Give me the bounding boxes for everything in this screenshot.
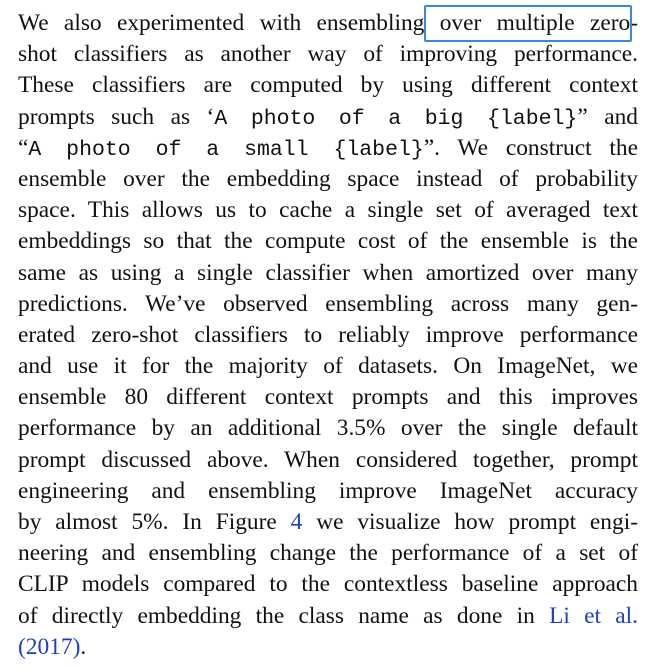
highlighted-text: over multiple zero- [439,10,638,36]
text-segment: We also experimented with ensembling [18,10,440,36]
text-line: engineering and ensembling improve Image… [18,476,638,507]
text-segment: predictions. We’ve observed ensembling a… [18,290,638,317]
text-segment: space. This allows us to cache a single … [18,197,638,224]
text-line: “A photo of a small {label}”. We constru… [18,133,638,164]
text-line: These classifiers are computed by using … [18,70,638,101]
text-line: space. This allows us to cache a single … [18,195,638,226]
text-segment: prompts such as ‘ [18,103,215,130]
text-segment: “ [18,134,29,161]
text-segment: embeddings so that the compute cost of t… [18,228,638,255]
text-line: We also experimented with ensembling ove… [18,8,638,39]
text-segment: erated zero-shot classifiers to reliably… [18,321,638,348]
text-segment: ensemble over the embedding space instea… [18,165,638,192]
text-line: and use it for the majority of datasets.… [18,351,638,382]
figure-reference-link[interactable]: 4 [290,509,303,535]
text-segment: These classifiers are computed by using … [18,72,638,99]
paper-paragraph: We also experimented with ensembling ove… [18,8,638,663]
text-segment: shot classifiers as another way of impro… [18,41,638,68]
code-prompt-small: A photo of a small {label} [28,137,424,162]
text-segment: neering and ensembling change the perfor… [18,540,638,567]
text-segment: performance by an additional 3.5% over t… [18,415,638,442]
text-line: by almost 5%. In Figure 4 we visualize h… [18,507,638,538]
text-line: performance by an additional 3.5% over t… [18,413,638,444]
text-segment: ” and [577,103,638,130]
citation-link[interactable]: Li et al. [549,602,638,629]
text-line: neering and ensembling change the perfor… [18,538,638,569]
text-line: shot classifiers as another way of impro… [18,39,638,70]
text-line: embeddings so that the compute cost of t… [18,226,638,257]
text-segment: we visualize how prompt engi- [302,509,638,535]
text-segment: by almost 5%. In Figure [18,509,291,535]
text-segment: ensemble 80 different context prompts an… [18,384,638,411]
text-segment: same as using a single classifier when a… [18,259,638,286]
text-line: prompts such as ‘A photo of a big {label… [18,102,638,133]
text-line: same as using a single classifier when a… [18,258,638,289]
text-segment: prompt discussed above. When considered … [18,446,638,473]
text-line: of directly embedding the class name as … [18,601,638,632]
text-line: erated zero-shot classifiers to reliably… [18,320,638,351]
text-segment: and use it for the majority of datasets.… [18,353,638,380]
code-prompt-big: A photo of a big {label} [214,106,578,131]
text-line: prompt discussed above. When considered … [18,445,638,476]
text-segment: . [80,633,87,660]
text-line: CLIP models compared to the contextless … [18,569,638,600]
text-segment: engineering and ensembling improve Image… [18,477,638,504]
text-segment: ”. We construct the [423,134,638,161]
text-segment: CLIP models compared to the contextless … [18,571,638,598]
text-line: predictions. We’ve observed ensembling a… [18,289,638,320]
text-segment: of directly embedding the class name as … [18,602,550,629]
text-line: ensemble over the embedding space instea… [18,164,638,195]
text-line: (2017). [18,632,638,663]
text-line: ensemble 80 different context prompts an… [18,382,638,413]
citation-year-link[interactable]: (2017) [18,633,81,660]
